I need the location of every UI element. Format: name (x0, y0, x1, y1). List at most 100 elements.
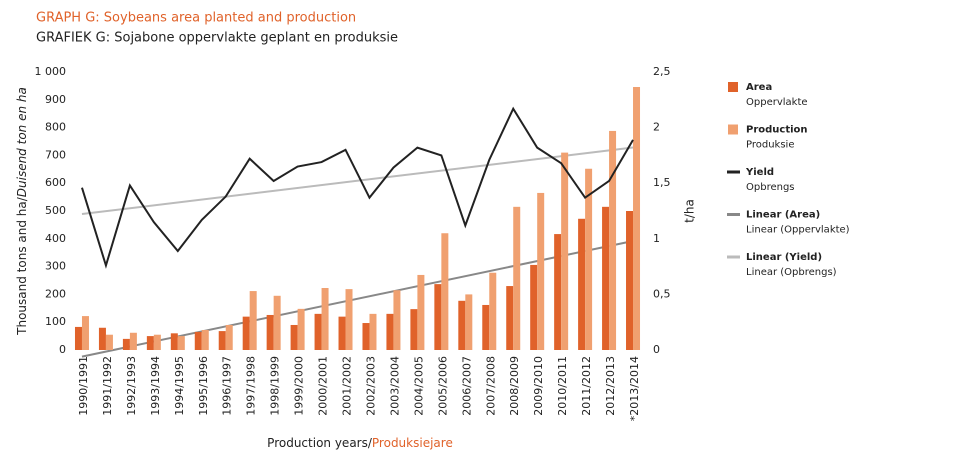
x-tick-label: 1994/1995 (173, 356, 186, 416)
bar (273, 295, 281, 350)
y-tick-label: 600 (45, 176, 66, 189)
bar (458, 300, 466, 350)
y-tick-label: 0 (59, 343, 66, 356)
bar (122, 338, 130, 350)
x-tick-label: 1998/1999 (269, 356, 282, 416)
legend-swatch (728, 124, 738, 135)
y-label-af: Duisend ton en ha (15, 87, 29, 197)
bar (410, 309, 418, 350)
line (81, 106, 634, 269)
x-label-af: Produksiejare (372, 436, 453, 450)
y-tick-label: 1 000 (35, 65, 67, 78)
bar (561, 152, 569, 350)
bar (626, 211, 634, 350)
x-tick-label: 2001/2002 (341, 356, 354, 416)
bar (74, 326, 82, 350)
legend-label: Production (746, 125, 808, 136)
x-tick-label: 2009/2010 (532, 356, 545, 416)
bar (434, 284, 442, 350)
bar (465, 294, 473, 350)
legend-sublabel: Oppervlakte (746, 97, 808, 108)
legend-label: Yield (745, 167, 774, 178)
x-tick-label: 1992/1993 (125, 356, 138, 416)
bar (194, 331, 202, 350)
y2-tick-label: 0 (653, 343, 660, 356)
bar (225, 324, 233, 350)
x-tick-label: 1991/1992 (101, 356, 114, 416)
x-tick-label: 2007/2008 (484, 356, 497, 416)
bar (417, 274, 425, 350)
y-axis-label: Thousand tons and ha/Duisend ton en ha (15, 87, 29, 336)
bar (129, 332, 137, 350)
x-tick-label: 1990/1991 (77, 356, 90, 416)
bar (609, 130, 617, 350)
x-tick-label: 2004/2005 (412, 356, 425, 416)
bar (633, 87, 641, 351)
bar (530, 264, 538, 350)
legend-sublabel: Linear (Oppervlakte) (746, 225, 850, 236)
x-tick-label: 1996/1997 (221, 356, 234, 416)
legend-sublabel: Linear (Opbrengs) (746, 267, 837, 278)
bar (297, 308, 305, 350)
bar (177, 336, 185, 350)
chart-subtitle: GRAFIEK G: Sojabone oppervlakte geplant … (36, 31, 398, 46)
y-label-en: Thousand tons and ha/ (15, 196, 29, 336)
bar (321, 288, 329, 350)
bar (506, 286, 514, 350)
x-tick-label: 2006/2007 (460, 356, 473, 416)
bar (345, 289, 353, 350)
bar (249, 291, 257, 350)
bar (290, 324, 298, 350)
y2-tick-label: 1,5 (653, 176, 671, 189)
x-tick-label: 2005/2006 (436, 356, 449, 416)
y2-tick-label: 1 (653, 232, 660, 245)
legend-swatch (728, 82, 738, 92)
bar (98, 327, 106, 350)
x-tick-label: 1993/1994 (149, 356, 162, 416)
x-tick-label: 1995/1996 (197, 356, 210, 416)
y2-tick-label: 2,5 (653, 65, 671, 78)
y-tick-label: 900 (45, 93, 66, 106)
legend-sublabel: Produksie (746, 140, 794, 151)
legend-sublabel: Opbrengs (746, 182, 795, 193)
y-tick-label: 400 (45, 232, 66, 245)
trendline (81, 239, 634, 358)
trendline (81, 146, 634, 216)
x-tick-label: 2011/2012 (580, 356, 593, 416)
chart-title: GRAPH G: Soybeans area planted and produ… (36, 11, 356, 26)
x-tick-label: 1999/2000 (293, 356, 306, 416)
bar (578, 218, 586, 350)
bar (482, 304, 490, 350)
bar (441, 233, 449, 350)
bar (81, 316, 89, 350)
bar (242, 316, 250, 350)
y-tick-label: 100 (45, 315, 66, 328)
x-label-en: Production years/ (267, 436, 373, 450)
y2-axis-label: t/ha (683, 199, 697, 223)
bar (489, 272, 497, 350)
bar (585, 168, 593, 350)
bar (146, 336, 154, 350)
y-tick-label: 800 (45, 121, 66, 134)
y-tick-label: 700 (45, 148, 66, 161)
bar (369, 313, 377, 350)
y-tick-label: 300 (45, 260, 66, 273)
bar (386, 313, 394, 350)
bar (393, 290, 401, 350)
y-tick-label: 200 (45, 287, 66, 300)
bar (314, 313, 322, 350)
x-tick-label: 2008/2009 (508, 356, 521, 416)
x-tick-label: 1997/1998 (245, 356, 258, 416)
x-tick-label: 2012/2013 (604, 356, 617, 416)
legend-label: Area (746, 82, 772, 93)
bar (218, 331, 226, 350)
bar (338, 316, 346, 350)
y2-tick-label: 0,5 (653, 287, 671, 300)
bar (554, 234, 562, 350)
x-tick-label: *2013/2014 (628, 356, 641, 421)
bar (602, 206, 610, 350)
bar (362, 323, 370, 350)
x-tick-label: 2000/2001 (317, 356, 330, 416)
bar (105, 334, 113, 350)
